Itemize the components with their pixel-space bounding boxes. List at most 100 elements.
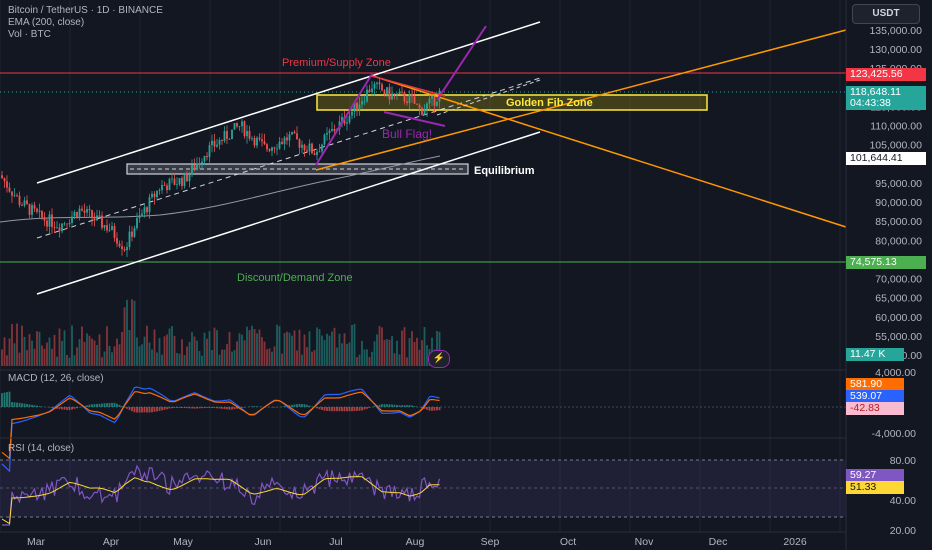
candle-body: [396, 93, 398, 95]
macd-hist-bar: [298, 403, 301, 407]
candle-body: [203, 155, 206, 162]
volume-bar: [108, 345, 111, 366]
candle-body: [181, 178, 183, 186]
candle-body: [286, 137, 288, 141]
candle-body: [311, 143, 313, 154]
time-tick-aug: Aug: [406, 536, 425, 548]
macd-title[interactable]: MACD (12, 26, close): [8, 373, 104, 384]
candle-body: [241, 121, 243, 127]
candle-body: [383, 90, 386, 95]
macd-hist-bar: [321, 407, 323, 410]
candle-body: [193, 164, 196, 170]
candle-body: [246, 130, 248, 137]
volume-bar: [103, 351, 106, 366]
macd-hist-bar: [283, 406, 286, 407]
rsi-title[interactable]: RSI (14, close): [8, 443, 75, 454]
macd-signal-line: [1, 391, 440, 460]
candle-body: [13, 195, 16, 197]
volume-bar: [361, 340, 363, 366]
macd-hist-bar: [116, 403, 118, 407]
golden-fib-label: Golden Fib Zone: [506, 97, 593, 109]
macd-hist-bar: [213, 407, 216, 409]
candle-body: [276, 148, 278, 150]
candle-body: [173, 178, 176, 185]
volume-bar: [401, 330, 403, 366]
volume-bar: [71, 325, 73, 366]
channel-upper-line: [36, 21, 541, 184]
volume-bar: [358, 354, 361, 366]
candle-body: [401, 91, 403, 93]
macd-hist-bar: [203, 407, 206, 409]
volume-bar: [96, 345, 98, 366]
macd-hist-bar: [426, 407, 428, 410]
volume-bar: [426, 345, 428, 366]
candle-body: [58, 227, 61, 232]
macd-hist-bar: [166, 407, 168, 410]
macd-hist-bar: [158, 407, 161, 411]
volume-bar: [56, 356, 58, 366]
volume-bar: [98, 334, 101, 366]
volume-bar: [21, 325, 23, 366]
macd-axis: 4,000.00 -4,000.00: [872, 367, 917, 440]
candle-body: [298, 139, 301, 148]
macd-hist-bar: [411, 405, 413, 407]
volume-bar: [271, 351, 273, 366]
volume-bar: [11, 324, 13, 366]
volume-bar: [41, 345, 43, 366]
candle-body: [358, 104, 361, 111]
volume-bar: [366, 349, 368, 366]
volume-bar: [351, 324, 353, 366]
currency-selector[interactable]: USDT: [852, 4, 920, 24]
candle-body: [426, 103, 428, 110]
macd-hist-bar: [206, 407, 208, 408]
macd-hist-bar: [171, 407, 173, 409]
volume-bar: [208, 331, 211, 366]
volume-bar: [48, 337, 51, 366]
volume-bar: [266, 349, 268, 366]
candle-body: [376, 82, 378, 84]
volume-bar: [323, 340, 326, 366]
volume-bar: [26, 350, 28, 366]
macd-hist-bar: [358, 407, 361, 411]
volume-bar: [408, 337, 411, 366]
candle-body: [278, 141, 281, 149]
macd-hist-bar: [243, 407, 246, 408]
purple-projection-line: [436, 25, 487, 101]
candle-body: [363, 101, 366, 103]
macd-hist-bar: [231, 407, 233, 410]
macd-hist-bar: [428, 407, 431, 411]
ema-legend[interactable]: EMA (200, close): [8, 17, 85, 28]
candle-body: [138, 215, 141, 219]
time-tick-apr: Apr: [103, 536, 120, 548]
purple-pole-line: [315, 73, 373, 166]
candle-body: [296, 133, 298, 140]
time-tick-jul: Jul: [329, 536, 342, 548]
symbol-title[interactable]: Bitcoin / TetherUS · 1D · BINANCE: [8, 5, 163, 16]
macd-hist-bar: [201, 407, 203, 409]
volume-bar: [288, 332, 291, 366]
candle-body: [218, 140, 221, 145]
macd-hist-bar: [368, 407, 371, 408]
macd-hist-bar: [393, 404, 396, 407]
volume-bar: [28, 334, 31, 366]
lightning-icon[interactable]: ⚡: [428, 350, 450, 368]
volume-legend[interactable]: Vol · BTC: [8, 29, 51, 40]
candle-body: [436, 101, 438, 106]
candle-body: [1, 175, 3, 179]
candle-body: [86, 209, 88, 213]
macd-hist-bar: [141, 407, 143, 413]
volume-bar: [201, 355, 203, 366]
macd-hist-bar: [31, 404, 33, 407]
candle-body: [213, 140, 216, 147]
price-tick-6: 95,000.00: [875, 178, 922, 190]
volume-bar: [141, 344, 143, 366]
candle-body: [221, 140, 223, 141]
macd-hist-bar: [128, 407, 131, 410]
macd-hist-value: -42.83: [846, 402, 904, 415]
candle-body: [151, 193, 153, 198]
time-tick-mar: Mar: [27, 536, 46, 548]
candle-body: [141, 213, 143, 216]
candle-body: [291, 131, 293, 135]
volume-bar: [411, 331, 413, 366]
